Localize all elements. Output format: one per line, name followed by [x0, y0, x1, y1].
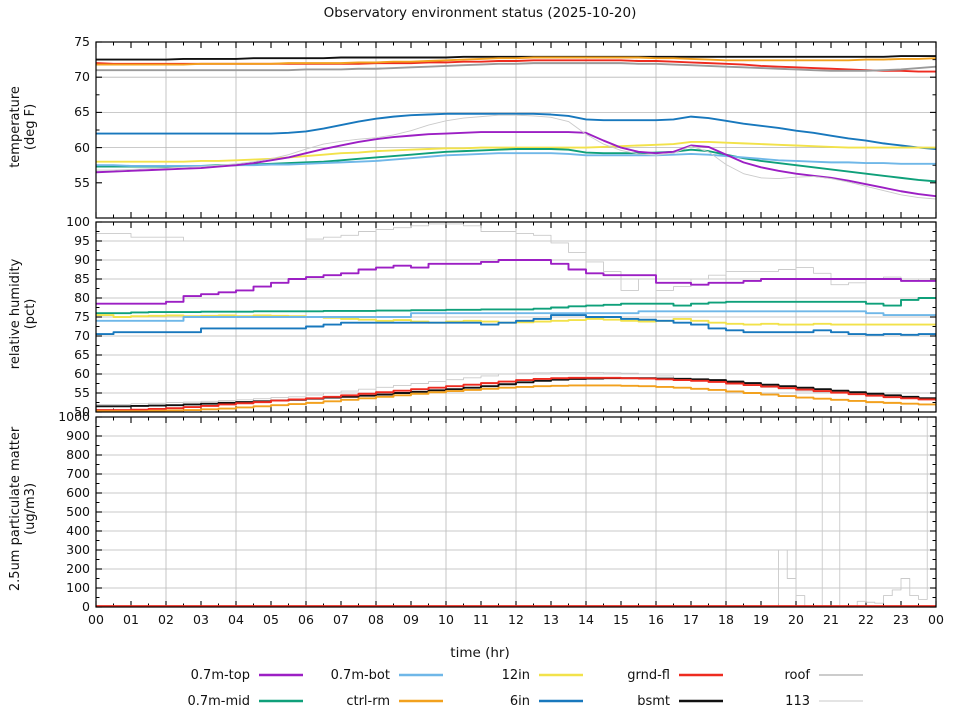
x-tick-label: 11: [473, 612, 489, 627]
y-tick-label: 55: [74, 174, 90, 190]
legend-swatch-ctrl_rm: [399, 699, 443, 703]
legend-swatch-m07_mid: [259, 699, 303, 703]
y-tick-label: 70: [74, 328, 90, 343]
x-tick-label: 01: [123, 612, 139, 627]
legend-swatch-in12: [539, 673, 583, 677]
legend-item-in12[interactable]: 12in: [455, 664, 585, 686]
x-tick-label: 17: [683, 612, 699, 627]
legend-label: 0.7m-mid: [187, 693, 250, 709]
legend-label: 113: [785, 693, 810, 709]
x-tick-label: 00: [928, 612, 944, 627]
legend-item-grnd_fl[interactable]: grnd-fl: [595, 664, 725, 686]
y-tick-label: 65: [74, 347, 90, 362]
x-tick-label: 10: [438, 612, 454, 627]
y-tick-label: 300: [66, 542, 90, 557]
y-tick-label: 600: [66, 485, 90, 500]
x-tick-label: 13: [543, 612, 559, 627]
y-tick-label: 75: [74, 309, 90, 324]
x-tick-label: 23: [893, 612, 909, 627]
y-tick-label: 200: [66, 561, 90, 576]
x-tick-label: 15: [613, 612, 629, 627]
y-tick-label: 50: [74, 404, 90, 419]
legend: 0.7m-top 0.7m-bot 12in grnd-fl roof 0.7m-mid c…: [0, 664, 960, 716]
legend-item-m07_top[interactable]: 0.7m-top: [175, 664, 305, 686]
legend-swatch-roof: [819, 674, 863, 676]
x-axis-label: time (hr): [450, 645, 510, 661]
legend-item-bsmt[interactable]: bsmt: [595, 690, 725, 712]
x-tick-label: 22: [858, 612, 874, 627]
legend-item-m07_mid[interactable]: 0.7m-mid: [175, 690, 305, 712]
legend-label: grnd-fl: [627, 667, 670, 683]
chart-title: Observatory environment status (2025-10-…: [323, 5, 637, 21]
y-tick-label: 70: [74, 69, 90, 85]
legend-label: 0.7m-bot: [330, 667, 390, 683]
legend-swatch-in6: [539, 699, 583, 703]
plot-canvas: [95, 41, 937, 608]
x-tick-label: 12: [508, 612, 524, 627]
legend-item-ctrl_rm[interactable]: ctrl-rm: [315, 690, 445, 712]
legend-swatch-bsmt: [679, 699, 723, 703]
y-tick-label: 500: [66, 504, 90, 519]
y-tick-label: 900: [66, 428, 90, 443]
x-tick-label: 05: [263, 612, 279, 627]
x-tick-label: 02: [158, 612, 174, 627]
x-tick-label: 09: [403, 612, 419, 627]
y-tick-label: 75: [74, 34, 90, 49]
legend-label: 6in: [509, 693, 530, 709]
legend-item-m07_bot[interactable]: 0.7m-bot: [315, 664, 445, 686]
x-tick-label: 19: [753, 612, 769, 627]
y-tick-label: 0: [82, 599, 90, 614]
x-tick-label: 18: [718, 612, 734, 627]
y-tick-label: 80: [74, 290, 90, 305]
y-tick-label: 60: [74, 366, 90, 381]
legend-label: bsmt: [637, 693, 670, 709]
y-tick-label: 90: [74, 252, 90, 267]
y-tick-label: 800: [66, 447, 90, 462]
x-tick-label: 04: [228, 612, 244, 627]
legend-swatch-m07_top: [259, 673, 303, 677]
x-tick-label: 21: [823, 612, 839, 627]
legend-label: roof: [784, 667, 810, 683]
x-tick-label: 07: [333, 612, 349, 627]
x-tick-label: 20: [788, 612, 804, 627]
legend-swatch-m07_bot: [399, 673, 443, 677]
y-tick-label: 60: [74, 139, 90, 155]
x-tick-label: 03: [193, 612, 209, 627]
x-tick-label: 16: [648, 612, 664, 627]
legend-item-in6[interactable]: 6in: [455, 690, 585, 712]
legend-label: 12in: [501, 667, 530, 683]
y-tick-label: 400: [66, 523, 90, 538]
legend-swatch-grnd_fl: [679, 673, 723, 677]
legend-item-roof[interactable]: roof: [735, 664, 865, 686]
y-tick-label: 55: [74, 385, 90, 400]
y-tick-label: 1000: [58, 409, 90, 424]
legend-swatch-s113: [819, 700, 863, 702]
legend-label: 0.7m-top: [190, 667, 250, 683]
y-tick-label: 100: [66, 580, 90, 595]
legend-item-s113[interactable]: 113: [735, 690, 865, 712]
y-tick-label: 700: [66, 466, 90, 481]
y-tick-label: 85: [74, 271, 90, 286]
y-tick-label: 100: [66, 214, 90, 229]
y-tick-label: 95: [74, 233, 90, 248]
x-tick-label: 00: [88, 612, 104, 627]
y-tick-label: 65: [74, 104, 90, 120]
x-tick-label: 06: [298, 612, 314, 627]
x-tick-label: 14: [578, 612, 594, 627]
legend-label: ctrl-rm: [346, 693, 390, 709]
x-tick-label: 08: [368, 612, 384, 627]
